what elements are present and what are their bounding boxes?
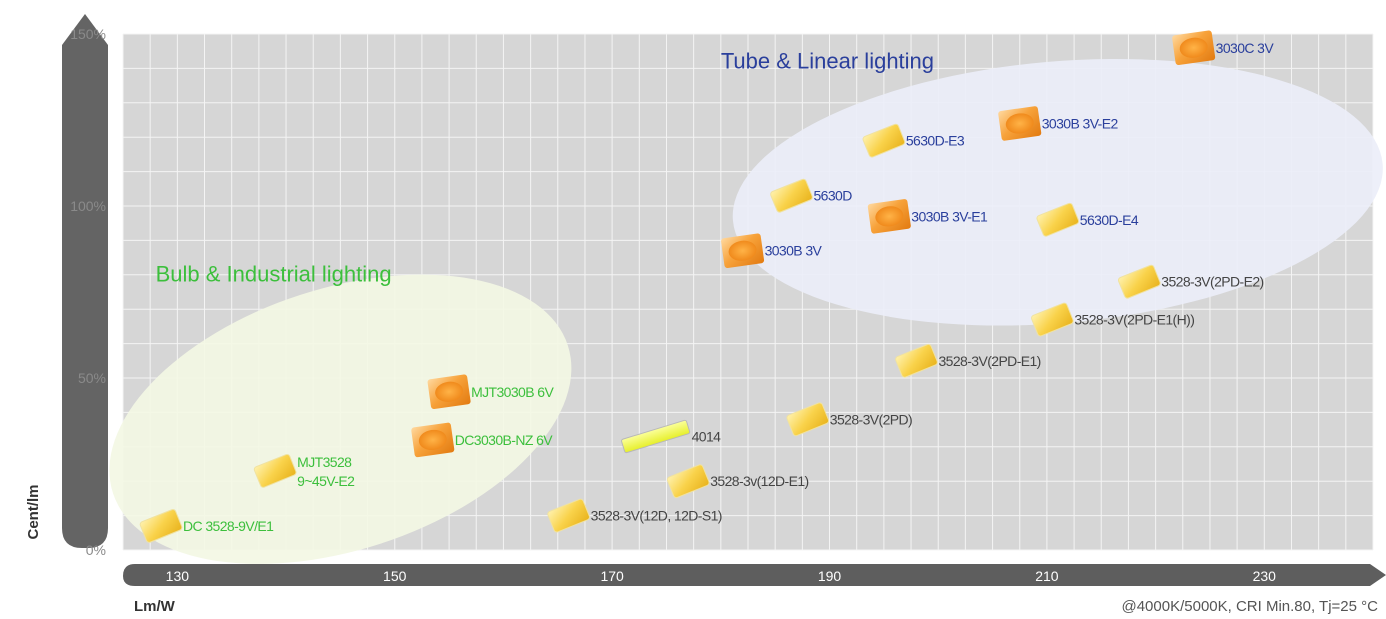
data-point: 4014 — [621, 419, 722, 454]
x-axis-title: Lm/W — [134, 598, 176, 615]
conditions-footnote: @4000K/5000K, CRI Min.80, Tj=25 °C — [1121, 598, 1378, 615]
point-label: 5630D — [813, 188, 852, 204]
led-package-yellow — [1036, 202, 1080, 237]
led-emitter — [435, 381, 464, 402]
y-tick-labels: 0% 50% 100% 150% — [70, 26, 106, 558]
data-point: 3030B 3V-E2 — [998, 106, 1119, 141]
point-label: 5630D-E3 — [906, 133, 965, 149]
data-point: 3528-3V(2PD) — [786, 402, 913, 437]
point-label: 3030C 3V — [1216, 40, 1275, 56]
led-package-yellow — [666, 464, 710, 499]
data-point: MJT3030B 6V — [427, 374, 555, 410]
data-point: 3528-3V(2PD-E1(H)) — [1031, 302, 1195, 337]
y-tick-label: 100% — [70, 198, 106, 214]
led-package-yellow — [786, 402, 830, 437]
data-point: 3030B 3V-E1 — [867, 199, 989, 234]
point-label: 5630D-E4 — [1080, 212, 1139, 228]
point-label: 3528-3v(12D-E1) — [710, 473, 808, 489]
x-tick-label: 150 — [383, 568, 407, 584]
group-label: Tube & Linear lighting — [721, 48, 934, 73]
data-point: DC 3528-9V/E1 — [139, 509, 275, 543]
data-point: DC3030B-NZ 6V — [411, 422, 554, 458]
point-label: 9~45V-E2 — [297, 473, 355, 489]
data-point: 3528-3V(2PD-E2) — [1117, 264, 1264, 299]
point-label: 3030B 3V-E1 — [911, 208, 988, 224]
led-package-4014 — [621, 419, 691, 454]
data-point: 3030C 3V — [1172, 30, 1275, 66]
y-axis-title: Cent/lm — [25, 484, 42, 539]
y-tick-label: 0% — [86, 542, 106, 558]
led-emitter — [1179, 37, 1208, 58]
led-package-yellow — [1117, 264, 1161, 299]
point-label: 3030B 3V — [765, 243, 823, 259]
group-region-ellipse — [109, 274, 572, 564]
data-point: 3528-3v(12D-E1) — [666, 464, 809, 499]
point-label: 3528-3V(2PD-E2) — [1161, 274, 1263, 290]
x-tick-label: 170 — [600, 568, 624, 584]
led-emitter — [728, 240, 757, 261]
point-label: DC 3528-9V/E1 — [183, 518, 274, 534]
point-label: MJT3528 — [297, 454, 352, 470]
led-emitter — [875, 206, 904, 227]
led-package-yellow — [1031, 302, 1074, 337]
data-point: 5630D — [770, 178, 853, 213]
y-tick-label: 50% — [78, 370, 106, 386]
group-labels: Tube & Linear lighting Bulb & Industrial … — [156, 48, 934, 286]
data-point: MJT3528 9~45V-E2 — [253, 453, 356, 489]
x-tick-label: 230 — [1253, 568, 1277, 584]
data-point: 5630D-E4 — [1036, 202, 1139, 237]
led-package-yellow — [895, 343, 938, 378]
point-label: MJT3030B 6V — [471, 384, 554, 400]
group-label: Bulb & Industrial lighting — [156, 262, 392, 287]
point-label: 3030B 3V-E2 — [1042, 115, 1119, 131]
led-package-yellow — [770, 178, 813, 213]
led-emitter — [418, 429, 447, 451]
led-package-yellow — [547, 498, 590, 533]
x-tick-label: 130 — [166, 568, 190, 584]
x-tick-label: 190 — [818, 568, 842, 584]
data-point: 3030B 3V — [721, 233, 823, 268]
data-points: 3030C 3V 3030B 3V-E2 5630D-E3 5630D 3030B 3V… — [139, 30, 1275, 543]
point-label: 3528-3V(2PD) — [830, 411, 912, 427]
point-label: 3528-3V(12D, 12D-S1) — [591, 508, 722, 524]
data-point: 3528-3V(2PD-E1) — [895, 343, 1041, 378]
point-label: 3528-3V(2PD-E1) — [938, 353, 1040, 369]
x-tick-label: 210 — [1035, 568, 1059, 584]
led-package-yellow — [862, 123, 906, 158]
y-axis-bar — [62, 14, 108, 548]
y-tick-label: 150% — [70, 26, 106, 42]
led-emitter — [1005, 113, 1034, 134]
point-label: 3528-3V(2PD-E1(H)) — [1074, 312, 1194, 328]
data-point: 5630D-E3 — [862, 123, 966, 158]
data-point: 3528-3V(12D, 12D-S1) — [547, 498, 722, 533]
led-package-yellow — [139, 509, 183, 543]
x-tick-labels: 130 150 170 190 210 230 — [166, 568, 1277, 584]
point-label: DC3030B-NZ 6V — [455, 432, 554, 448]
x-axis-bar — [123, 564, 1386, 586]
led-package-yellow — [253, 453, 297, 488]
point-label: 4014 — [692, 428, 722, 444]
